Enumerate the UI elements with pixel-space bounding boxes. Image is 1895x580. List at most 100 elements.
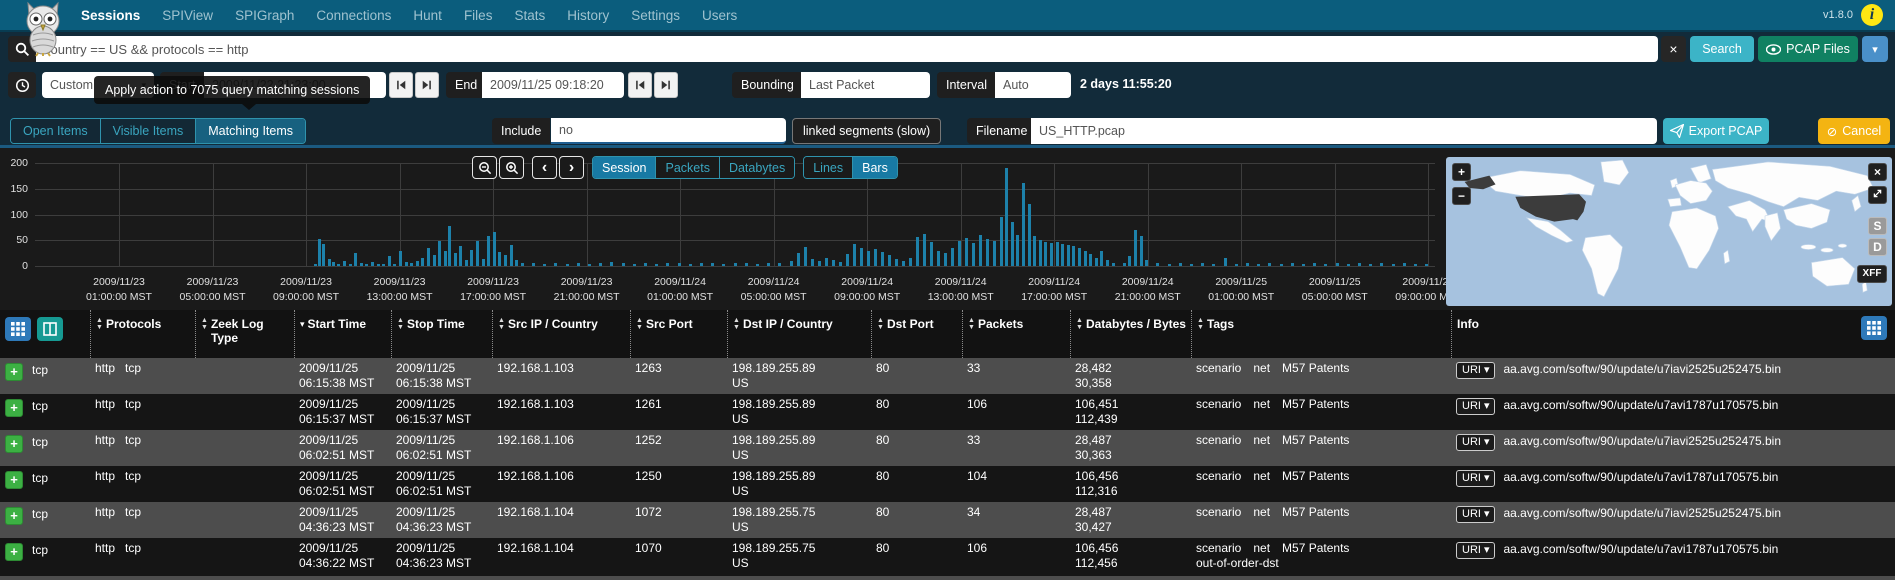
grid-view-icon[interactable] xyxy=(5,317,31,341)
column-header-dst-ip-country[interactable]: ▲ ▼ Dst IP / Country xyxy=(727,310,871,358)
column-header-info[interactable]: Info xyxy=(1451,310,1895,358)
pcap-files-button[interactable]: PCAP Files xyxy=(1758,36,1858,62)
uri-dropdown-button[interactable]: URI ▾ xyxy=(1456,434,1496,451)
info-url[interactable]: aa.avg.com/softw/90/update/u7avi1787u170… xyxy=(1503,542,1779,556)
expand-session-button[interactable]: + xyxy=(5,363,23,381)
step-back-start-icon[interactable] xyxy=(389,72,413,98)
info-icon[interactable]: i xyxy=(1861,4,1883,26)
export-pcap-button[interactable]: Export PCAP xyxy=(1663,118,1769,144)
expand-session-button[interactable]: + xyxy=(5,543,23,561)
table-options-icon[interactable] xyxy=(1861,316,1887,340)
columns-icon[interactable] xyxy=(37,317,63,341)
nav-item-stats[interactable]: Stats xyxy=(514,7,546,23)
toggle-bars[interactable]: Bars xyxy=(853,157,897,178)
interval-select[interactable]: Auto xyxy=(995,72,1071,98)
end-time-input[interactable]: 2009/11/25 09:18:20 xyxy=(482,72,624,98)
clear-search-button[interactable]: × xyxy=(1661,36,1686,62)
uri-dropdown-button[interactable]: URI ▾ xyxy=(1456,470,1496,487)
uri-dropdown-button[interactable]: URI ▾ xyxy=(1456,506,1496,523)
nav-item-settings[interactable]: Settings xyxy=(631,7,681,23)
map-xff-toggle[interactable]: XFF xyxy=(1857,265,1887,283)
map-zoom-out-button[interactable]: − xyxy=(1452,187,1471,205)
protocol-value[interactable]: http xyxy=(95,433,116,447)
pan-left-icon[interactable]: ‹ xyxy=(532,156,557,179)
sort-icon[interactable]: ▲ ▼ xyxy=(498,317,505,331)
sort-icon[interactable]: ▲ ▼ xyxy=(733,317,740,331)
tag-value[interactable]: net xyxy=(1253,433,1271,447)
protocol-value[interactable]: tcp xyxy=(125,469,142,483)
tag-value[interactable]: M57 Patents xyxy=(1282,469,1350,483)
tag-value[interactable]: net xyxy=(1253,541,1271,555)
sort-desc-icon[interactable]: ▾ xyxy=(300,319,305,329)
info-url[interactable]: aa.avg.com/softw/90/update/u7avi1787u170… xyxy=(1503,398,1779,412)
uri-dropdown-button[interactable]: URI ▾ xyxy=(1456,542,1496,559)
toggle-lines[interactable]: Lines xyxy=(804,157,854,178)
tag-value[interactable]: scenario xyxy=(1196,541,1242,555)
clock-icon[interactable] xyxy=(8,72,36,98)
zoom-in-icon[interactable] xyxy=(499,156,524,179)
uri-dropdown-button[interactable]: URI ▾ xyxy=(1456,362,1496,379)
expand-session-button[interactable]: + xyxy=(5,507,23,525)
column-header-src-port[interactable]: ▲ ▼ Src Port xyxy=(630,310,727,358)
map-dst-toggle[interactable]: D xyxy=(1868,238,1887,256)
zoom-out-icon[interactable] xyxy=(472,156,497,179)
uri-dropdown-button[interactable]: URI ▾ xyxy=(1456,398,1496,415)
tag-value[interactable]: scenario xyxy=(1196,397,1242,411)
tag-value[interactable]: M57 Patents xyxy=(1282,361,1350,375)
column-header-zeek-log-type[interactable]: ▲ ▼ Zeek Log Type xyxy=(195,310,294,358)
toggle-session[interactable]: Session xyxy=(593,157,657,178)
tag-value[interactable]: scenario xyxy=(1196,361,1242,375)
world-map[interactable]: + − × S D XFF xyxy=(1446,157,1892,306)
search-input[interactable] xyxy=(36,36,1658,62)
sort-icon[interactable]: ▲ ▼ xyxy=(877,317,884,331)
column-header-src-ip-country[interactable]: ▲ ▼ Src IP / Country xyxy=(492,310,630,358)
protocol-value[interactable]: http xyxy=(95,541,116,555)
protocol-value[interactable]: http xyxy=(95,469,116,483)
tag-value[interactable]: scenario xyxy=(1196,433,1242,447)
protocol-value[interactable]: tcp xyxy=(125,361,142,375)
tag-value[interactable]: M57 Patents xyxy=(1282,397,1350,411)
sort-icon[interactable]: ▲ ▼ xyxy=(1197,317,1204,331)
map-src-toggle[interactable]: S xyxy=(1868,217,1887,235)
map-zoom-in-button[interactable]: + xyxy=(1452,163,1471,181)
tag-value[interactable]: M57 Patents xyxy=(1282,541,1350,555)
protocol-value[interactable]: tcp xyxy=(125,397,142,411)
search-options-caret-button[interactable]: ▾ xyxy=(1862,36,1888,62)
include-segments-input[interactable]: no xyxy=(551,118,786,144)
tag-value[interactable]: net xyxy=(1253,361,1271,375)
nav-item-connections[interactable]: Connections xyxy=(316,7,392,23)
column-header-databytes-bytes[interactable]: ▲ ▼ Databytes / Bytes xyxy=(1070,310,1191,358)
info-url[interactable]: aa.avg.com/softw/90/update/u7iavi2525u25… xyxy=(1503,506,1782,520)
sort-icon[interactable]: ▲ ▼ xyxy=(397,317,404,331)
tag-value[interactable]: scenario xyxy=(1196,505,1242,519)
column-header-tags[interactable]: ▲ ▼ Tags xyxy=(1191,310,1451,358)
step-back-end-icon[interactable] xyxy=(628,72,652,98)
info-url[interactable]: aa.avg.com/softw/90/update/u7avi1787u170… xyxy=(1503,470,1779,484)
info-url[interactable]: aa.avg.com/softw/90/update/u7iavi2525u25… xyxy=(1503,434,1782,448)
tag-value[interactable]: scenario xyxy=(1196,469,1242,483)
step-forward-start-icon[interactable] xyxy=(415,72,439,98)
map-expand-icon[interactable] xyxy=(1868,186,1887,204)
sort-icon[interactable]: ▲ ▼ xyxy=(636,317,643,331)
nav-item-users[interactable]: Users xyxy=(702,7,738,23)
expand-session-button[interactable]: + xyxy=(5,399,23,417)
segment-matching-items[interactable]: Matching Items xyxy=(196,119,306,143)
sort-icon[interactable]: ▲ ▼ xyxy=(1076,317,1083,331)
protocol-value[interactable]: tcp xyxy=(125,433,142,447)
map-close-button[interactable]: × xyxy=(1868,163,1887,181)
nav-item-spiview[interactable]: SPIView xyxy=(162,7,214,23)
tag-value[interactable]: M57 Patents xyxy=(1282,505,1350,519)
tag-value[interactable]: M57 Patents xyxy=(1282,433,1350,447)
nav-item-files[interactable]: Files xyxy=(463,7,493,23)
sort-icon[interactable]: ▲ ▼ xyxy=(968,317,975,331)
column-header-stop-time[interactable]: ▲ ▼ Stop Time xyxy=(391,310,492,358)
pan-right-icon[interactable]: › xyxy=(559,156,584,179)
protocol-value[interactable]: tcp xyxy=(125,505,142,519)
step-forward-end-icon[interactable] xyxy=(654,72,678,98)
protocol-value[interactable]: http xyxy=(95,361,116,375)
sort-icon[interactable]: ▲ ▼ xyxy=(96,317,103,331)
nav-item-history[interactable]: History xyxy=(567,7,610,23)
info-url[interactable]: aa.avg.com/softw/90/update/u7iavi2525u25… xyxy=(1503,362,1782,376)
column-header-protocols[interactable]: ▲ ▼ Protocols xyxy=(90,310,195,358)
tag-value[interactable]: net xyxy=(1253,397,1271,411)
